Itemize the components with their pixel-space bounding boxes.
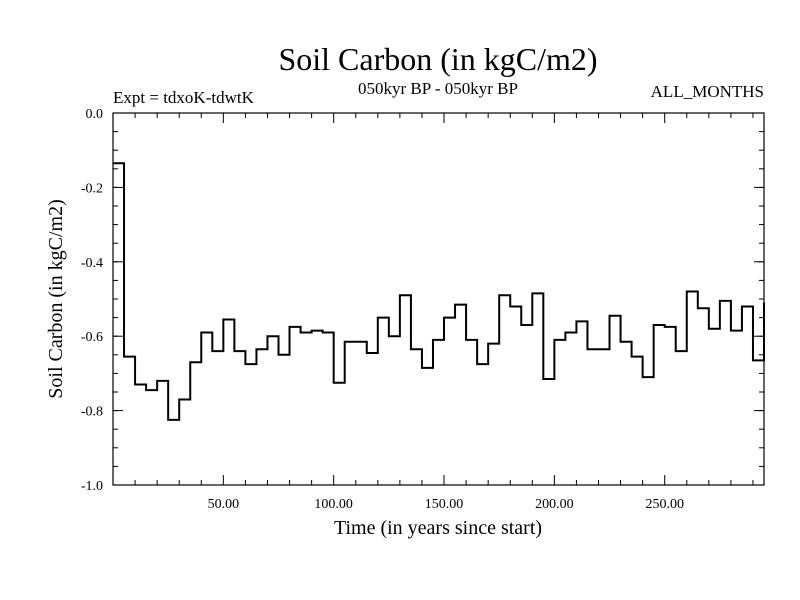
chart-title: Soil Carbon (in kgC/m2) [278, 41, 597, 77]
y-tick-label: -0.8 [81, 405, 103, 420]
chart-subtitle: 050kyr BP - 050kyr BP [358, 79, 518, 98]
y-axis-label: Soil Carbon (in kgC/m2) [45, 199, 67, 398]
soil-carbon-series-line [113, 162, 765, 421]
x-axis-ticks: 50.00 100.00 150.00 200.00 250.00 [134, 113, 754, 512]
x-tick-label: 100.00 [314, 497, 353, 512]
experiment-label: Expt = tdxoK-tdwtK [113, 88, 255, 107]
y-axis-ticks: 0.0 -0.2 -0.4 -0.6 -0.8 -1.0 [81, 107, 764, 494]
x-tick-label: 50.00 [208, 497, 240, 512]
x-tick-label: 250.00 [645, 497, 684, 512]
months-label: ALL_MONTHS [651, 82, 764, 101]
y-tick-label: 0.0 [86, 107, 104, 122]
x-tick-label: 200.00 [535, 497, 574, 512]
y-tick-label: -0.2 [81, 181, 103, 196]
x-axis-label: Time (in years since start) [334, 517, 542, 539]
y-tick-label: -0.4 [81, 256, 103, 271]
x-tick-label: 150.00 [425, 497, 464, 512]
plot-frame [112, 112, 765, 486]
y-tick-label: -1.0 [81, 479, 103, 494]
y-tick-label: -0.6 [81, 330, 103, 345]
